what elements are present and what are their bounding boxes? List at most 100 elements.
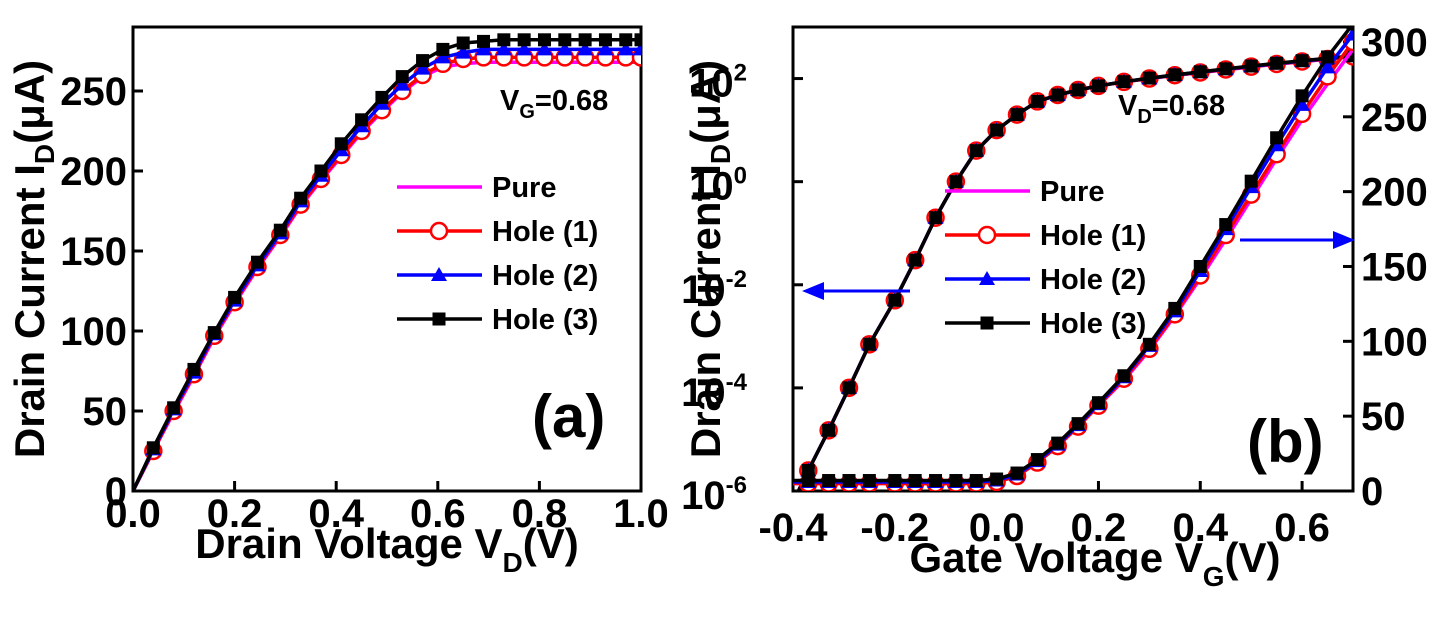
b-lin-series-point-2-23 bbox=[1294, 96, 1311, 111]
a-xtick-label-4: 0.8 bbox=[512, 492, 568, 536]
legend-label-0: Pure bbox=[492, 172, 556, 204]
b-lin-series-point-3-13 bbox=[1051, 436, 1065, 450]
panel-a-annotation: VG=0.68 bbox=[500, 85, 608, 123]
panel-a-label: (a) bbox=[532, 383, 605, 450]
b-log-series-point-3-1 bbox=[801, 463, 815, 477]
legend-marker-1 bbox=[977, 225, 997, 245]
panel-b-frame bbox=[791, 25, 1355, 493]
b-xtick-label-5: 0.6 bbox=[1274, 506, 1330, 550]
a-series-point-3-9 bbox=[314, 164, 328, 178]
a-ytick-label-1: 50 bbox=[83, 390, 128, 434]
b-yrtick-label-5: 250 bbox=[1361, 96, 1428, 140]
b-lin-series-point-3-25 bbox=[1346, 27, 1353, 31]
a-series-point-2-15 bbox=[434, 49, 451, 64]
b-lin-series-point-3-3 bbox=[842, 474, 856, 488]
b-lin-series-point-3-12 bbox=[1030, 453, 1044, 467]
a-series-point-3-25 bbox=[634, 33, 641, 47]
panel-a-tick-labels: 0.0 0.2 0.4 0.6 0.8 1.0 0 50 100 150 200 250 bbox=[60, 70, 669, 536]
panel-b-tick-labels: -0.4 -0.2 0.0 0.2 0.4 0.6 10-6 10-4 10-2 100 102 0 5… bbox=[681, 21, 1428, 550]
b-lin-series-point-3-11 bbox=[1010, 466, 1024, 480]
b-lin-series-point-3-14 bbox=[1071, 417, 1085, 431]
a-ytick-label-0: 0 bbox=[105, 470, 127, 514]
a-series-point-3-13 bbox=[395, 70, 409, 84]
a-series-point-2-19 bbox=[516, 41, 533, 56]
a-series-point-2-18 bbox=[495, 41, 512, 56]
b-lin-series-point-3-2 bbox=[822, 474, 836, 488]
legend-marker-3 bbox=[980, 316, 994, 330]
a-xtick-label-3: 0.6 bbox=[410, 492, 466, 536]
b-lin-series-point-3-15 bbox=[1091, 396, 1105, 410]
a-series-point-3-15 bbox=[436, 42, 450, 56]
a-series-point-2-24 bbox=[617, 41, 634, 56]
b-xtick-label-1: -0.2 bbox=[860, 506, 929, 550]
a-series-point-3-7 bbox=[273, 223, 287, 237]
a-series-point-3-20 bbox=[537, 33, 551, 47]
panel-a-xlabel: Drain Voltage VD(V) bbox=[195, 520, 579, 578]
legend-label-0: Pure bbox=[1040, 176, 1104, 208]
legend-label-2: Hole (2) bbox=[492, 260, 598, 292]
a-series-point-3-21 bbox=[558, 33, 572, 47]
panel-b-label: (b) bbox=[1247, 408, 1324, 475]
panel-a-frame bbox=[131, 25, 643, 493]
b-lin-series-point-3-18 bbox=[1168, 301, 1182, 315]
a-series-point-3-11 bbox=[355, 113, 369, 127]
a-series-point-3-8 bbox=[294, 191, 308, 205]
b-lin-series-point-3-23 bbox=[1295, 89, 1309, 103]
a-xtick-label-1: 0.2 bbox=[207, 492, 263, 536]
b-log-series-point-3-5 bbox=[888, 293, 902, 307]
panel-a-ticks bbox=[131, 89, 643, 493]
b-yltick-label-2: 10-2 bbox=[681, 266, 747, 312]
a-series-point-3-10 bbox=[334, 137, 348, 151]
b-log-series-point-3-16 bbox=[1117, 75, 1131, 89]
a-series-point-2-22 bbox=[577, 41, 594, 56]
right-axis-arrow bbox=[1240, 231, 1355, 249]
b-yltick-label-0: 10-6 bbox=[681, 472, 747, 518]
a-series-point-3-5 bbox=[228, 290, 242, 304]
b-lin-series-point-3-8 bbox=[949, 474, 963, 488]
left-axis-arrow bbox=[802, 282, 910, 300]
b-log-series-point-3-2 bbox=[822, 423, 836, 437]
a-series-point-3-19 bbox=[517, 33, 531, 47]
a-xtick-label-5: 1.0 bbox=[613, 492, 669, 536]
b-log-series-point-3-13 bbox=[1051, 88, 1065, 102]
b-log-series-point-3-9 bbox=[969, 144, 983, 158]
b-log-series-point-3-3 bbox=[842, 381, 856, 395]
a-series-point-3-2 bbox=[167, 401, 181, 415]
b-lin-series-point-3-19 bbox=[1193, 259, 1207, 273]
b-log-series-point-3-20 bbox=[1219, 62, 1233, 76]
a-series-point-3-22 bbox=[578, 33, 592, 47]
legend-label-1: Hole (1) bbox=[492, 216, 598, 248]
b-lin-series-point-2-24 bbox=[1319, 59, 1336, 74]
b-lin-series-point-3-5 bbox=[888, 474, 902, 488]
b-yrtick-label-4: 200 bbox=[1361, 171, 1428, 215]
b-xtick-label-2: 0.0 bbox=[969, 506, 1025, 550]
b-log-series-point-3-10 bbox=[990, 123, 1004, 137]
b-xtick-label-3: 0.2 bbox=[1071, 506, 1127, 550]
panel-a-ylabel: Drain Current ID(μA) bbox=[6, 60, 60, 458]
a-series-point-2-21 bbox=[556, 41, 573, 56]
b-yrtick-label-3: 150 bbox=[1361, 245, 1428, 289]
a-series-point-3-23 bbox=[598, 33, 612, 47]
b-log-series-point-3-23 bbox=[1295, 54, 1309, 68]
a-series-point-2-14 bbox=[414, 60, 431, 75]
legend-marker-2 bbox=[979, 271, 995, 285]
legend-label-2: Hole (2) bbox=[1040, 264, 1146, 296]
b-log-series-point-3-12 bbox=[1030, 94, 1044, 108]
panel-a-legend: Pure Hole (1) Hole (2) Hole (3) bbox=[397, 172, 598, 336]
b-lin-series-point-3-20 bbox=[1219, 218, 1233, 232]
panel-b-ylabel: Drain Current ID(μA) bbox=[682, 60, 736, 458]
b-log-series-point-3-15 bbox=[1091, 79, 1105, 93]
a-series-point-2-16 bbox=[455, 44, 472, 59]
b-lin-series-point-3-21 bbox=[1244, 174, 1258, 188]
panel-a-series bbox=[133, 33, 641, 491]
a-series-point-3-6 bbox=[250, 255, 264, 269]
panel-b-xlabel: Gate Voltage VG(V) bbox=[909, 534, 1280, 592]
a-ytick-label-2: 100 bbox=[60, 310, 127, 354]
b-lin-series-point-3-6 bbox=[908, 474, 922, 488]
b-lin-series-point-3-22 bbox=[1270, 131, 1284, 145]
a-series-point-2-23 bbox=[597, 41, 614, 56]
b-log-series-point-3-6 bbox=[908, 253, 922, 267]
b-yrtick-label-0: 0 bbox=[1361, 470, 1383, 514]
panel-b: -0.4 -0.2 0.0 0.2 0.4 0.6 10-6 10-4 10-2 100 102 0 5… bbox=[681, 21, 1428, 592]
